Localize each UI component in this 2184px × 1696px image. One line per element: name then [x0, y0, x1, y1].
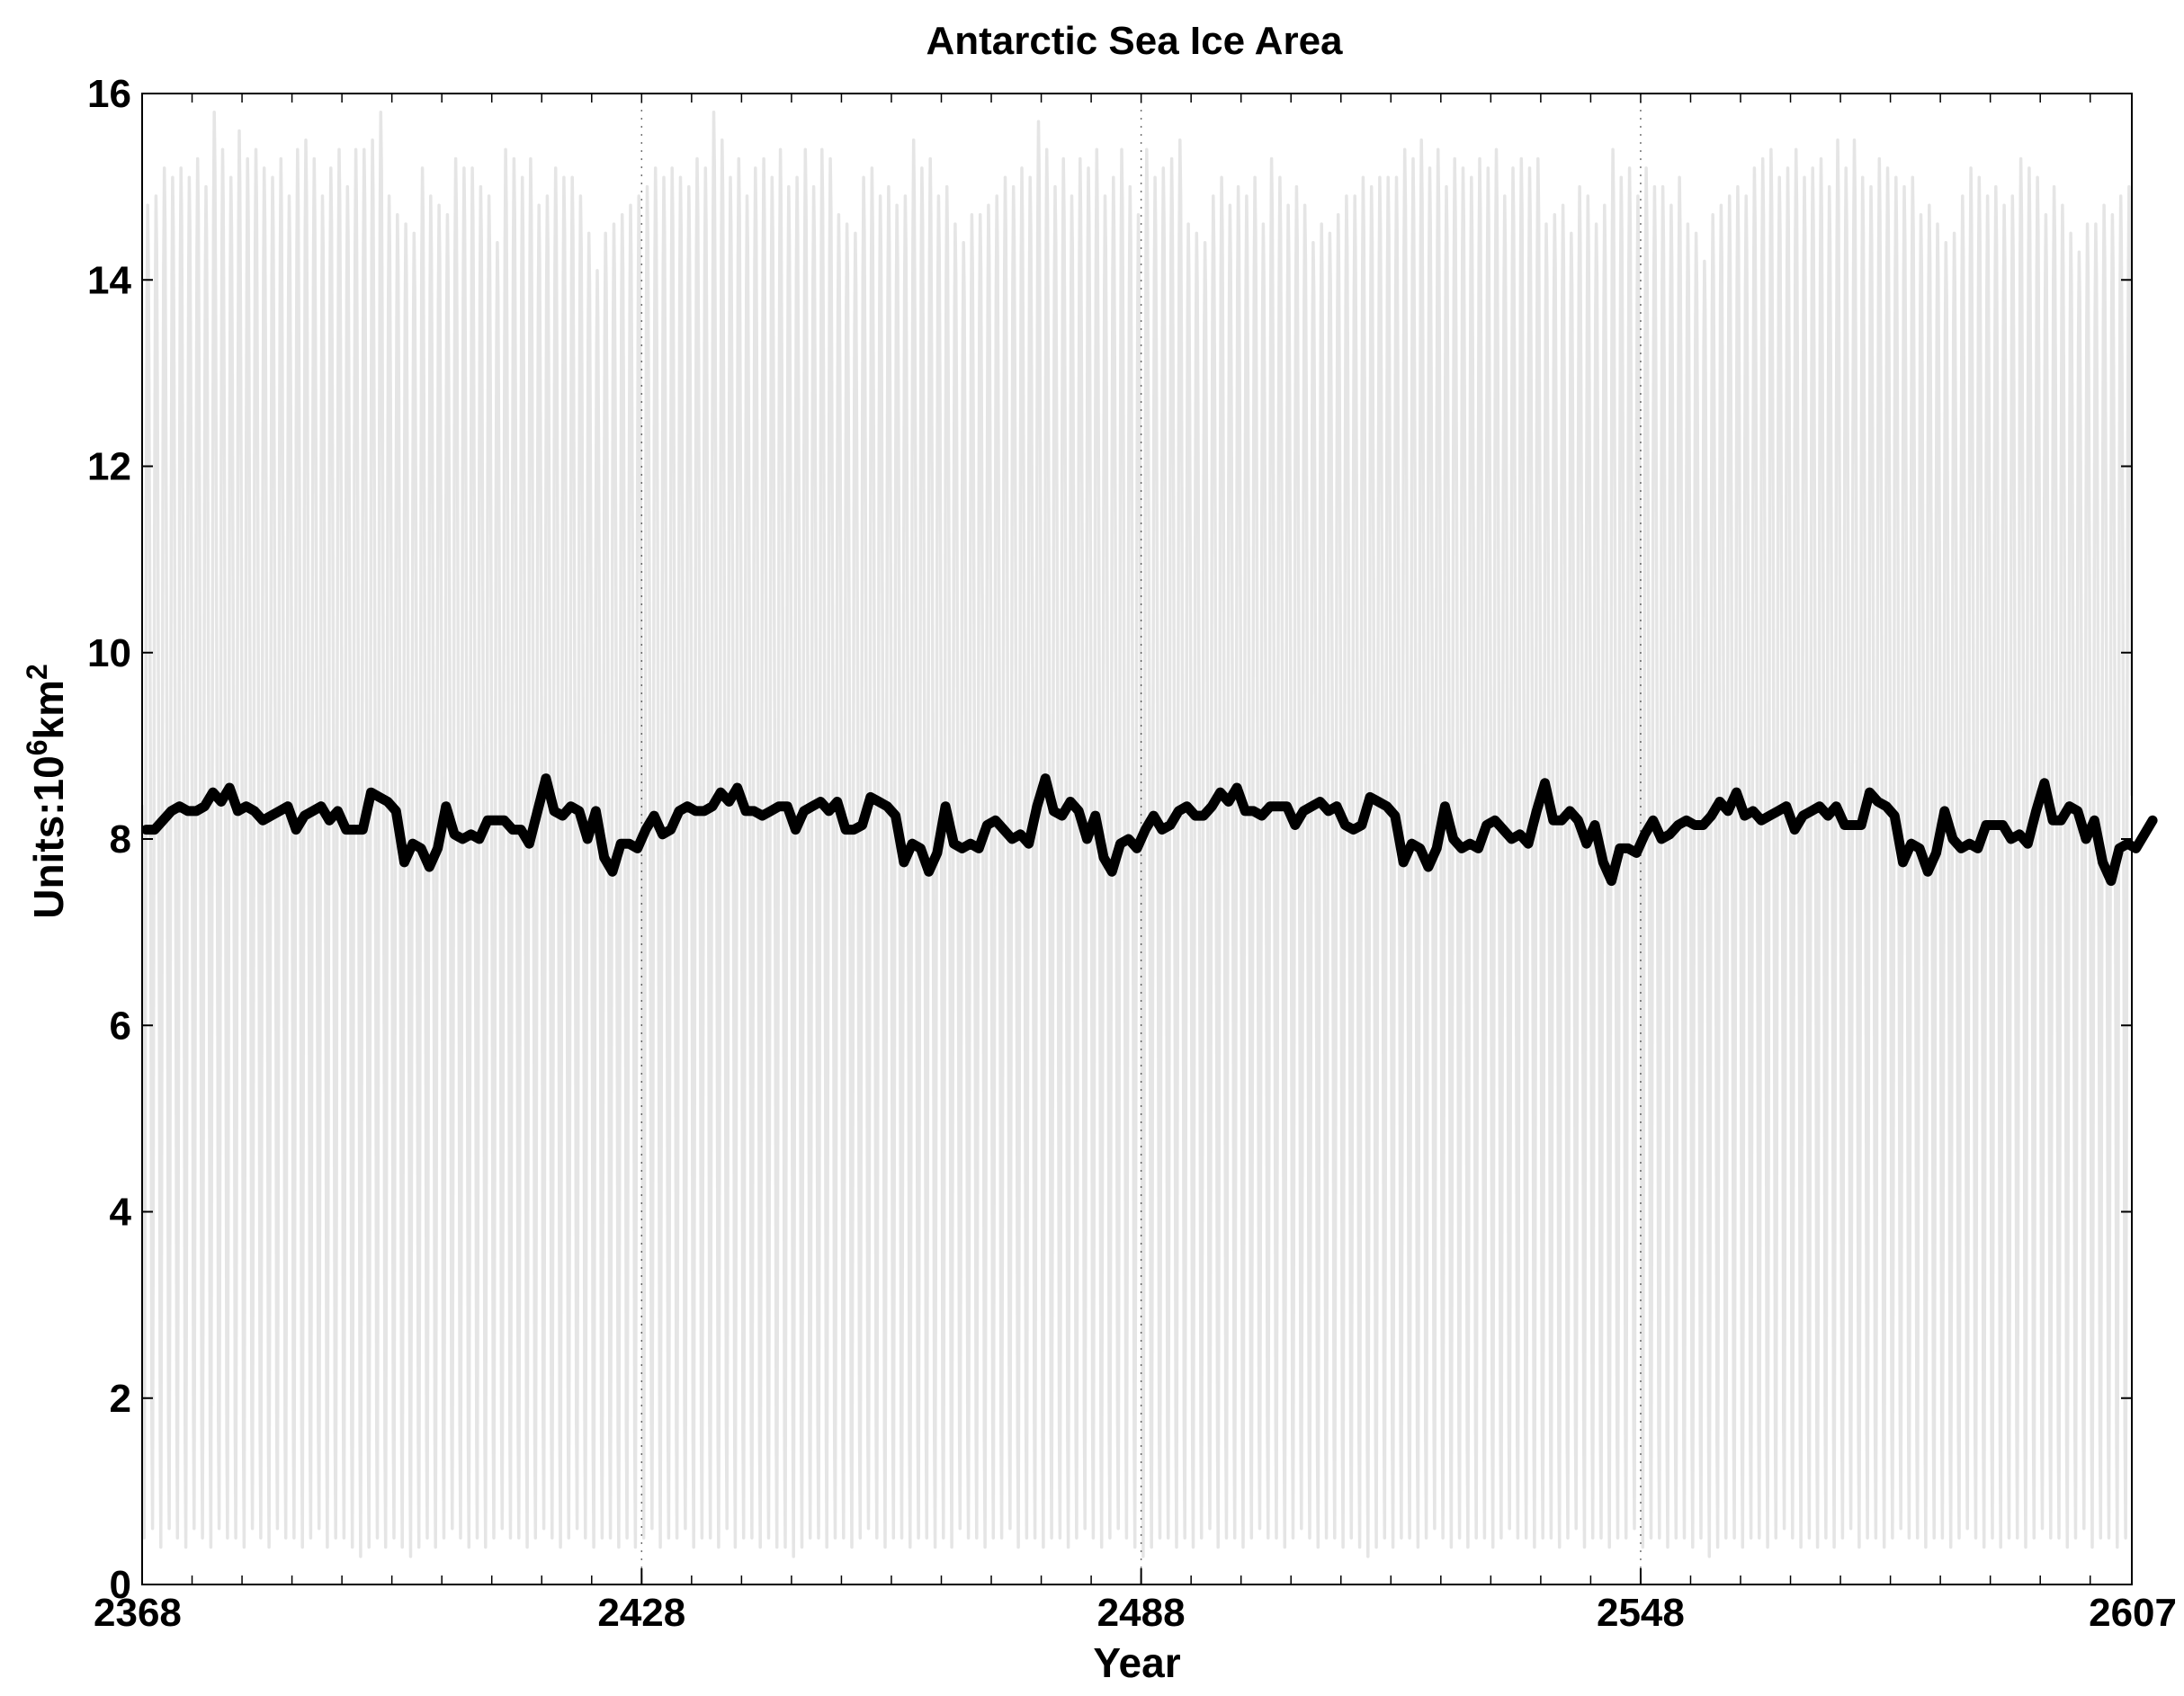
- y-tick-label: 14: [87, 258, 131, 302]
- y-tick-label: 16: [87, 72, 131, 116]
- y-tick-label: 10: [87, 631, 131, 675]
- x-tick-label: 2428: [597, 1591, 685, 1635]
- y-tick-labels: 0 2 4 6 8 10 12 14 16: [87, 72, 131, 1607]
- y-tick-label: 12: [87, 445, 131, 489]
- axes: [141, 93, 2133, 1585]
- x-axis-label: Year: [1093, 1639, 1180, 1686]
- y-axis-label-unit: km: [25, 680, 72, 739]
- x-tick-label: 2368: [94, 1591, 182, 1635]
- plot-area: [140, 110, 2158, 1558]
- y-axis-label-base: Units:10: [25, 755, 72, 918]
- chart-title: Antarctic Sea Ice Area: [926, 19, 1343, 63]
- y-axis-label-exponent-1: 6: [21, 740, 53, 756]
- y-axis-label-exponent-2: 2: [21, 664, 53, 680]
- y-tick-label: 2: [110, 1377, 131, 1421]
- x-tick-label: 2488: [1097, 1591, 1186, 1635]
- x-tick-label: 2607: [2089, 1591, 2177, 1635]
- y-tick-label: 0: [110, 1563, 131, 1607]
- y-tick-label: 6: [110, 1004, 131, 1048]
- x-tick-labels: 2368 2428 2488 2548 2607: [94, 1591, 2177, 1635]
- y-tick-label: 4: [110, 1191, 132, 1235]
- annual-mean-line: [141, 773, 2158, 887]
- x-tick-label: 2548: [1597, 1591, 1685, 1635]
- monthly-series-line: [140, 110, 2134, 1558]
- y-tick-label: 8: [110, 817, 131, 861]
- y-axis-label: Units:106km2: [21, 664, 72, 919]
